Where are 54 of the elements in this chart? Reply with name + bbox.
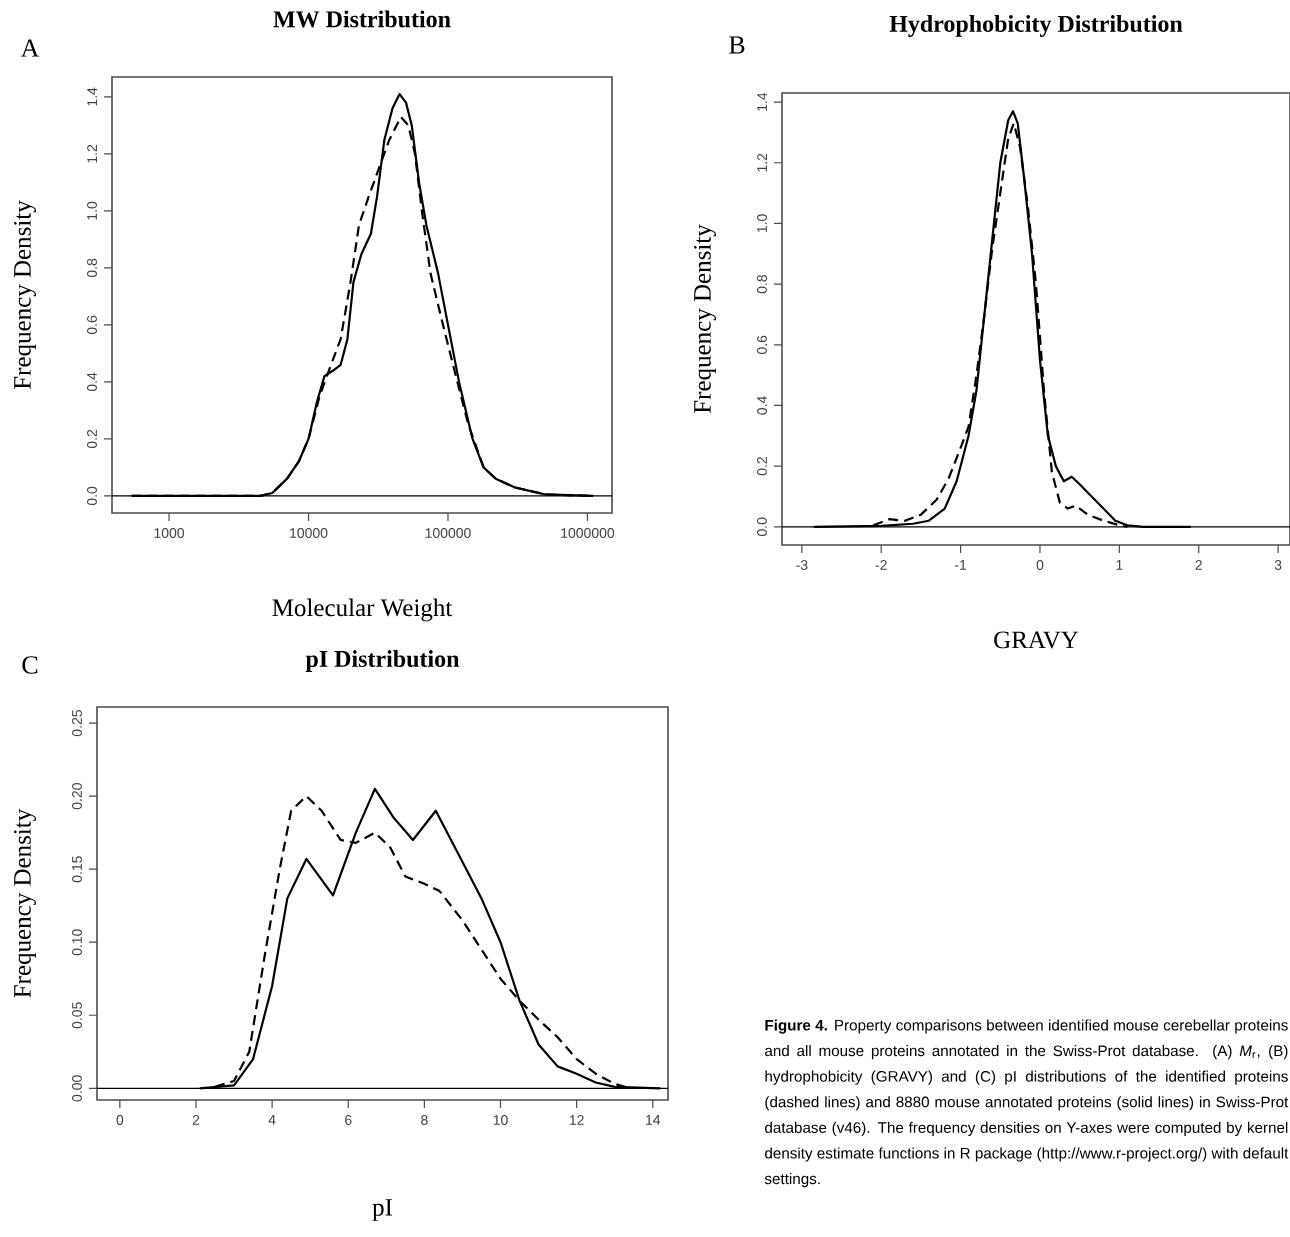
y-tick-label: 1.0 — [757, 214, 767, 233]
y-tick-label: 1.2 — [757, 153, 767, 172]
y-axis-title: Frequency Density — [14, 808, 36, 998]
text: A — [20, 39, 40, 57]
x-tick-label: 4 — [268, 1115, 276, 1125]
y-tick-label: 1.0 — [87, 201, 97, 220]
x-tick-label: 12 — [569, 1115, 584, 1125]
y-tick-label: 0.2 — [757, 457, 767, 476]
x-tick-label: 10000 — [290, 528, 328, 538]
x-tick-label: 1 — [1116, 560, 1123, 570]
y-tick-label: 0.00 — [72, 1075, 82, 1102]
x-axis-title: pI — [372, 1199, 393, 1221]
x-axis-title: GRAVY — [994, 631, 1079, 649]
x-tick-label: 0 — [1036, 560, 1044, 570]
x-tick-label: 100000 — [425, 528, 471, 538]
x-tick-label: 8 — [421, 1115, 428, 1125]
y-tick-label: 0.6 — [757, 335, 767, 354]
y-tick-label: 0.6 — [87, 315, 97, 335]
x-tick-label: 1000 — [154, 528, 185, 538]
y-tick-label: 1.4 — [87, 87, 97, 106]
y-tick-label: 0.4 — [87, 372, 97, 392]
y-tick-label: 0.2 — [87, 429, 97, 449]
y-tick-label: 0.25 — [72, 710, 82, 737]
x-tick-label: 0 — [116, 1115, 124, 1125]
x-tick-label: 10 — [493, 1115, 508, 1125]
x-tick-label: -2 — [875, 560, 887, 570]
text: Figure 4. Property comparisons between identified mouse cerebellar proteins and all mouse proteins annotated in the Swiss-Prot database. (A) M$_{r}$, (B) hydrophobicity (GRAVY) and (C) pI distributions of the identified proteins (dashed lines) and 8880 mouse annotated proteins (solid lines) in Swiss-Prot database (v46). The frequency densities on Y-axes were computed by kernel density estimate functions in R package (http://www.r-project.org/) with default settings. — [764, 1019, 1289, 1188]
text: C — [22, 656, 38, 674]
y-tick-label: 1.2 — [87, 144, 97, 163]
chart-title: Hydrophobicity Distribution — [889, 15, 1183, 37]
y-tick-label: 0.05 — [72, 1002, 82, 1029]
y-axis-title: Frequency Density — [14, 200, 36, 390]
y-tick-label: 0.8 — [87, 258, 97, 278]
y-tick-label: 0.8 — [757, 274, 767, 294]
x-tick-label: 2 — [192, 1115, 200, 1125]
x-tick-label: 6 — [345, 1115, 352, 1125]
chart-title: pI Distribution — [305, 650, 460, 672]
y-tick-label: 0.0 — [87, 486, 97, 506]
y-tick-label: 0.10 — [72, 929, 82, 956]
y-tick-label: 1.4 — [757, 92, 767, 111]
text: B — [729, 36, 745, 54]
y-axis-title: Frequency Density — [694, 224, 716, 414]
y-tick-label: 0.0 — [757, 517, 767, 536]
x-tick-label: 2 — [1195, 560, 1202, 570]
x-tick-label: 14 — [646, 1115, 661, 1125]
y-tick-label: 0.4 — [757, 396, 767, 415]
chart-title: MW Distribution — [273, 10, 451, 28]
x-tick-label: -1 — [955, 560, 967, 570]
y-tick-label: 0.15 — [72, 856, 82, 883]
x-axis-title: Molecular Weight — [272, 598, 453, 622]
x-tick-label: 3 — [1274, 560, 1282, 570]
x-tick-label: -3 — [796, 560, 808, 570]
y-tick-label: 0.20 — [72, 783, 82, 810]
x-tick-label: 1000000 — [561, 528, 615, 538]
